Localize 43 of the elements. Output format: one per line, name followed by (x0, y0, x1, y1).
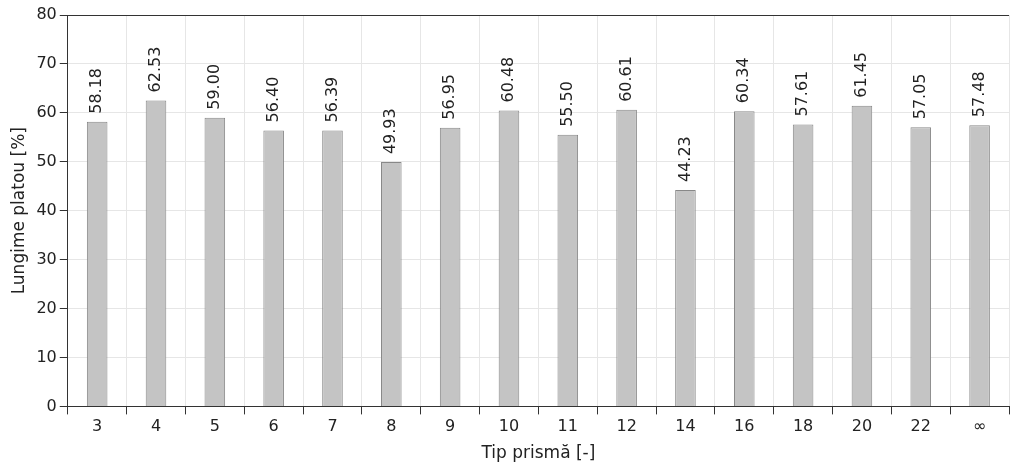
x-tick-label: 7 (327, 416, 338, 436)
data-label: 56.95 (439, 73, 459, 120)
x-tick-label: 9 (445, 416, 456, 436)
y-tick-label: 30 (36, 248, 57, 268)
data-label: 44.23 (674, 136, 694, 182)
x-tick-label: 12 (616, 416, 637, 436)
x-tick-label: 22 (910, 416, 931, 436)
x-axis-title: Tip prismă [-] (480, 442, 596, 463)
data-label: 62.53 (145, 46, 165, 93)
data-label: 57.61 (792, 70, 812, 117)
y-tick-label: 40 (36, 199, 57, 219)
data-label: 60.61 (615, 56, 635, 102)
y-axis-title: Lungime platou [%] (7, 127, 28, 295)
data-label: 59.00 (203, 63, 223, 110)
data-label: 55.50 (556, 81, 576, 127)
y-tick-label: 10 (36, 346, 57, 366)
y-tick-label: 20 (36, 297, 57, 317)
x-tick-label: 14 (675, 416, 696, 436)
x-tick-label: 16 (734, 416, 755, 436)
x-tick-label: 11 (557, 416, 578, 436)
y-tick-label: 50 (36, 150, 57, 170)
x-tick-label: 18 (792, 416, 814, 436)
y-tick-label: 60 (36, 102, 57, 122)
x-tick-label: 20 (851, 416, 873, 436)
x-tick-label: 5 (209, 416, 220, 436)
data-label: 56.39 (321, 76, 341, 123)
x-tick-label: 10 (498, 416, 520, 436)
y-tick-label: 0 (46, 395, 57, 415)
x-tick-label: 8 (386, 416, 397, 436)
data-label: 57.48 (968, 71, 988, 118)
x-tick-label: ∞ (972, 416, 987, 436)
data-label: 60.34 (733, 57, 753, 104)
data-label: 61.45 (851, 51, 871, 98)
data-label: 58.18 (86, 67, 106, 114)
data-label: 60.48 (498, 56, 518, 103)
data-label: 49.93 (380, 108, 400, 155)
x-tick-label: 6 (268, 416, 279, 436)
x-tick-label: 4 (150, 416, 162, 436)
y-tick-label: 70 (36, 53, 57, 73)
data-label: 57.05 (909, 73, 929, 120)
data-label: 56.40 (262, 76, 282, 123)
x-tick-label: 3 (92, 416, 103, 436)
y-tick-label: 80 (36, 4, 57, 24)
